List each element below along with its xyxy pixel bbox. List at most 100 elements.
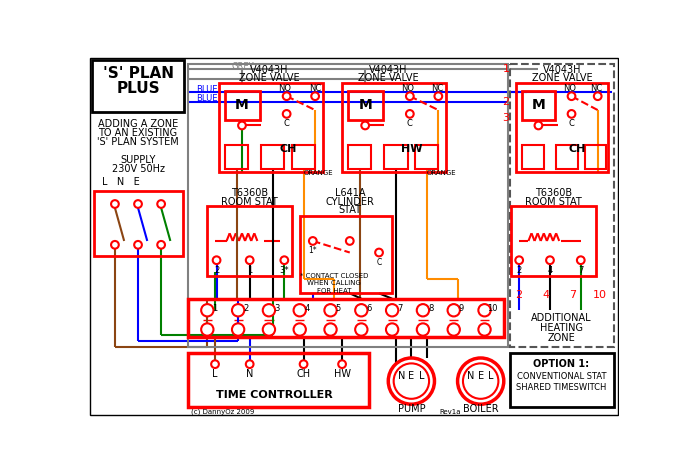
Bar [510, 64, 614, 347]
Circle shape [375, 249, 383, 256]
Text: M: M [235, 98, 249, 112]
Circle shape [463, 363, 498, 399]
Bar [92, 60, 184, 112]
Bar [510, 352, 614, 407]
Text: 'S' PLAN: 'S' PLAN [103, 66, 173, 81]
Bar [584, 145, 607, 169]
Circle shape [246, 360, 253, 368]
Text: ZONE: ZONE [548, 333, 575, 343]
Circle shape [232, 323, 244, 336]
Text: 3*: 3* [279, 266, 289, 275]
Text: ROOM STAT: ROOM STAT [221, 197, 278, 207]
Text: 7: 7 [578, 266, 584, 275]
Circle shape [515, 256, 523, 264]
Text: 5: 5 [335, 304, 341, 313]
Text: 230V 50Hz: 230V 50Hz [112, 164, 164, 175]
Circle shape [299, 360, 308, 368]
Circle shape [201, 304, 213, 316]
Text: 2: 2 [243, 304, 248, 313]
Text: CH: CH [279, 144, 297, 154]
Text: T6360B: T6360B [535, 188, 573, 198]
Circle shape [355, 304, 368, 316]
Circle shape [346, 237, 353, 245]
Circle shape [111, 241, 119, 249]
Text: 6: 6 [366, 304, 372, 313]
Circle shape [211, 360, 219, 368]
Bar [207, 206, 292, 276]
Text: CH: CH [297, 369, 310, 379]
Text: GREY: GREY [232, 62, 255, 71]
Text: 2: 2 [502, 97, 510, 107]
Circle shape [283, 92, 290, 100]
Circle shape [478, 323, 491, 336]
Text: L: L [213, 369, 218, 379]
Text: TIME CONTROLLER: TIME CONTROLLER [216, 390, 333, 400]
Bar [511, 206, 596, 276]
Text: 7: 7 [569, 290, 577, 300]
Text: C: C [407, 119, 413, 128]
Text: L: L [488, 371, 493, 380]
Circle shape [568, 110, 575, 118]
Circle shape [324, 304, 337, 316]
Text: 1: 1 [247, 266, 253, 275]
Text: 9: 9 [459, 304, 464, 313]
Circle shape [309, 237, 317, 245]
Text: NO: NO [401, 84, 414, 93]
Circle shape [457, 358, 504, 404]
Text: CONVENTIONAL STAT: CONVENTIONAL STAT [517, 372, 607, 381]
Text: L   N   E: L N E [102, 177, 140, 188]
Bar [342, 83, 446, 172]
Circle shape [201, 323, 213, 336]
Text: E: E [408, 371, 415, 380]
Text: SHARED TIMESWITCH: SHARED TIMESWITCH [516, 383, 607, 392]
Circle shape [238, 122, 246, 129]
Text: 'S' PLAN SYSTEM: 'S' PLAN SYSTEM [97, 138, 179, 147]
Text: PUMP: PUMP [397, 404, 425, 414]
Circle shape [280, 256, 288, 264]
Circle shape [324, 323, 337, 336]
Text: C: C [284, 119, 290, 128]
Text: STAT: STAT [338, 205, 362, 215]
Circle shape [386, 323, 398, 336]
Text: 2: 2 [515, 290, 523, 300]
Text: 4: 4 [547, 266, 553, 275]
Circle shape [213, 256, 220, 264]
Circle shape [157, 200, 165, 208]
Text: 10: 10 [593, 290, 607, 300]
Text: * CONTACT CLOSED: * CONTACT CLOSED [300, 272, 368, 278]
Text: N: N [467, 371, 474, 380]
Text: V4043H: V4043H [543, 65, 582, 75]
Text: ADDITIONAL: ADDITIONAL [531, 313, 592, 323]
Text: 3: 3 [274, 304, 279, 313]
Text: CYLINDER: CYLINDER [326, 197, 374, 207]
Circle shape [263, 304, 275, 316]
Bar [522, 145, 544, 169]
Text: HW: HW [333, 369, 351, 379]
Circle shape [448, 323, 460, 336]
Text: 4: 4 [305, 304, 310, 313]
Circle shape [594, 92, 602, 100]
Circle shape [546, 256, 554, 264]
Bar [188, 299, 504, 337]
Text: T6360B: T6360B [231, 188, 268, 198]
Circle shape [386, 304, 398, 316]
Bar [219, 83, 323, 172]
Text: (c) DannyOz 2009: (c) DannyOz 2009 [191, 409, 255, 415]
Circle shape [417, 323, 429, 336]
Text: SUPPLY: SUPPLY [120, 155, 156, 165]
Text: HW: HW [401, 144, 422, 154]
Text: FOR HEAT: FOR HEAT [317, 288, 352, 294]
Text: ORANGE: ORANGE [304, 170, 333, 176]
Circle shape [263, 323, 275, 336]
Circle shape [111, 200, 119, 208]
Text: N: N [397, 371, 405, 380]
Text: 10: 10 [487, 304, 497, 313]
Text: NC: NC [590, 84, 602, 93]
Circle shape [283, 110, 290, 118]
Circle shape [362, 122, 369, 129]
Text: Rev1a: Rev1a [439, 409, 461, 415]
Circle shape [388, 358, 435, 404]
Text: BLUE: BLUE [196, 94, 217, 103]
Text: CH: CH [569, 144, 586, 154]
Text: M: M [531, 98, 545, 112]
